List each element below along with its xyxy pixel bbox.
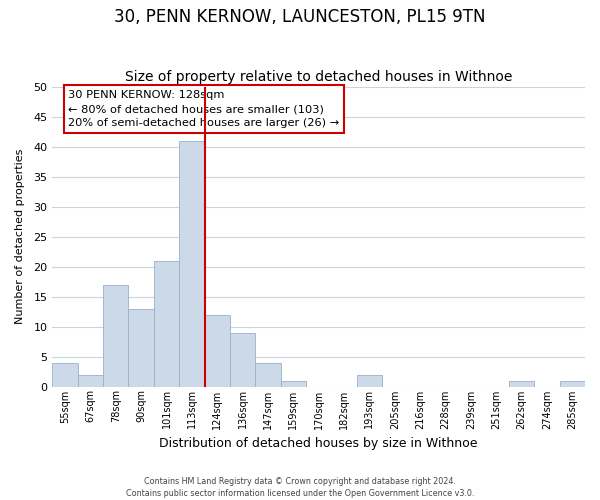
Bar bbox=[255, 362, 281, 386]
Text: 30, PENN KERNOW, LAUNCESTON, PL15 9TN: 30, PENN KERNOW, LAUNCESTON, PL15 9TN bbox=[114, 8, 486, 26]
X-axis label: Distribution of detached houses by size in Withnoe: Distribution of detached houses by size … bbox=[160, 437, 478, 450]
Y-axis label: Number of detached properties: Number of detached properties bbox=[15, 149, 25, 324]
Bar bbox=[560, 380, 585, 386]
Bar bbox=[281, 380, 306, 386]
Bar bbox=[103, 284, 128, 386]
Text: Contains HM Land Registry data © Crown copyright and database right 2024.
Contai: Contains HM Land Registry data © Crown c… bbox=[126, 476, 474, 498]
Bar bbox=[179, 141, 205, 386]
Title: Size of property relative to detached houses in Withnoe: Size of property relative to detached ho… bbox=[125, 70, 512, 85]
Bar bbox=[357, 374, 382, 386]
Bar bbox=[77, 374, 103, 386]
Bar bbox=[154, 260, 179, 386]
Bar bbox=[509, 380, 534, 386]
Bar bbox=[128, 308, 154, 386]
Bar bbox=[230, 332, 255, 386]
Text: 30 PENN KERNOW: 128sqm
← 80% of detached houses are smaller (103)
20% of semi-de: 30 PENN KERNOW: 128sqm ← 80% of detached… bbox=[68, 90, 340, 128]
Bar bbox=[52, 362, 77, 386]
Bar bbox=[205, 314, 230, 386]
